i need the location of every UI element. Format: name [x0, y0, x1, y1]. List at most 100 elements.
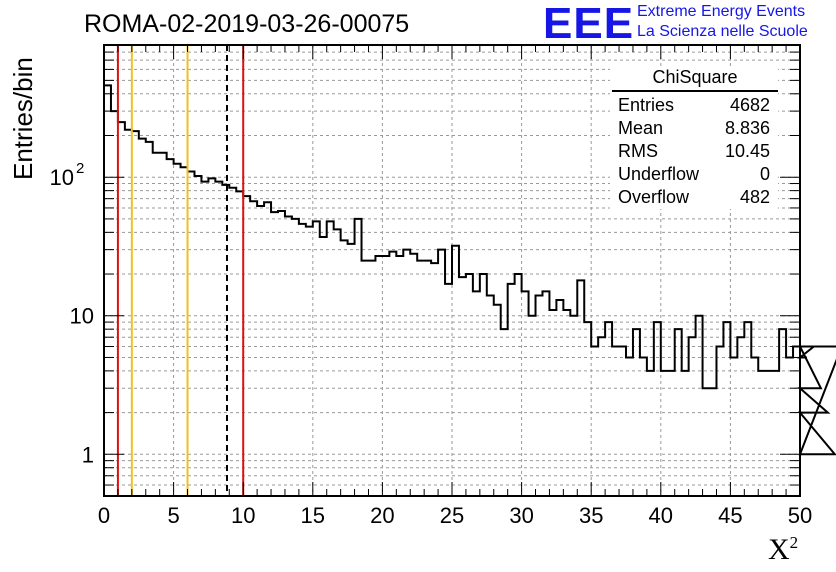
histogram-bin — [723, 322, 730, 496]
y-tick-label: 1 — [82, 442, 94, 467]
histogram-bin — [250, 201, 257, 496]
histogram-bin — [132, 131, 139, 496]
x-tick-label: 50 — [788, 503, 812, 528]
histogram-bin — [285, 217, 292, 496]
eee-logo: EEE — [543, 0, 635, 48]
histogram-bin — [320, 237, 327, 496]
histogram-bin — [181, 167, 188, 496]
histogram-bin — [647, 371, 654, 496]
histogram-bin — [334, 229, 341, 496]
histogram-bin — [417, 261, 424, 496]
x-tick-label: 10 — [231, 503, 255, 528]
histogram-bin — [306, 227, 313, 496]
x-tick-label: 40 — [649, 503, 673, 528]
plot-frame — [103, 44, 801, 497]
histogram-bin — [696, 316, 703, 496]
histogram-bin — [779, 329, 786, 496]
histogram-bin — [160, 153, 167, 496]
histogram-bin — [556, 300, 563, 496]
histogram-bin — [215, 182, 222, 496]
histogram-bin — [431, 263, 438, 496]
histogram-bin — [626, 357, 633, 496]
stats-label: RMS — [618, 141, 658, 161]
histogram-bin — [598, 337, 605, 496]
x-tick-label: 35 — [579, 503, 603, 528]
histogram-outline — [104, 84, 836, 456]
histogram-bin — [536, 296, 543, 496]
histogram-bin — [201, 182, 208, 496]
stats-row-overflow: Overflow 482 — [610, 186, 778, 209]
stats-value: 4682 — [729, 95, 770, 115]
stats-row-mean: Mean 8.836 — [610, 117, 778, 140]
histogram-bin — [487, 296, 494, 496]
x-axis-label-superscript: 2 — [789, 533, 799, 552]
stats-row-underflow: Underflow 0 — [610, 163, 778, 186]
histogram-bin — [591, 346, 598, 496]
stats-value: 482 — [739, 187, 770, 207]
stats-row-rms: RMS 10.45 — [610, 140, 778, 163]
histogram-bin — [368, 261, 375, 496]
histogram-bin — [577, 280, 584, 496]
histogram-bin — [689, 337, 696, 496]
histogram-bin — [264, 202, 271, 496]
x-tick-label: 30 — [509, 503, 533, 528]
histogram-bin — [703, 388, 710, 496]
histogram-bin — [522, 291, 529, 496]
histogram-bin — [765, 371, 772, 496]
histogram-bin — [772, 371, 779, 496]
histogram-bin — [188, 171, 195, 496]
histogram-bin — [396, 256, 403, 496]
y-tick-label: 10 — [70, 304, 94, 329]
histogram-bin — [362, 261, 369, 496]
histogram-bin — [619, 346, 626, 496]
histogram-bin — [515, 274, 522, 496]
logo-caption-line1: Extreme Energy Events — [637, 3, 806, 20]
x-tick-label: 0 — [98, 503, 110, 528]
histogram-bin — [661, 371, 668, 496]
histogram-bin — [292, 219, 299, 496]
histogram-bin — [208, 178, 215, 496]
histogram-bin — [146, 142, 153, 496]
histogram-bin — [118, 122, 125, 496]
histogram-bin — [737, 337, 744, 496]
stats-value: 0 — [759, 164, 770, 184]
histogram-bin — [793, 346, 800, 496]
histogram-bin — [570, 316, 577, 496]
histogram-bin — [278, 211, 285, 496]
histogram-bin — [236, 191, 243, 496]
histogram-bin — [640, 357, 647, 496]
histogram-bin — [355, 219, 362, 496]
histogram-bin — [257, 206, 264, 496]
histogram-bin — [174, 164, 181, 496]
histogram-bin — [424, 261, 431, 496]
stats-label: Underflow — [618, 164, 700, 184]
histogram-bin — [348, 244, 355, 496]
stats-value: 10.45 — [724, 141, 770, 161]
run-title: ROMA-02-2019-03-26-00075 — [84, 10, 410, 38]
histogram-bin — [605, 322, 612, 496]
histogram-bin — [445, 284, 452, 496]
stats-label: Overflow — [618, 187, 690, 207]
histogram-bin — [710, 388, 717, 496]
histogram-bin — [786, 357, 793, 496]
logo-caption-line2: La Scienza nelle Scuole — [637, 23, 808, 40]
histogram-bin — [494, 305, 501, 496]
x-tick-label: 5 — [167, 503, 179, 528]
x-tick-label: 45 — [718, 503, 742, 528]
histogram-bin — [508, 284, 515, 496]
stats-row-entries: Entries 4682 — [610, 94, 778, 117]
histogram-bin — [480, 274, 487, 496]
histogram-bin — [403, 250, 410, 496]
x-tick-label: 15 — [301, 503, 325, 528]
histogram-bin — [271, 212, 278, 496]
histogram-bin — [549, 310, 556, 496]
histogram-bin — [612, 346, 619, 496]
histogram-bin — [751, 357, 758, 496]
histogram-bin — [375, 256, 382, 496]
histogram-bin — [501, 329, 508, 496]
y-axis-label: Entries/bin — [8, 57, 38, 180]
histogram-bin — [111, 111, 118, 496]
histogram-bin — [668, 371, 675, 496]
